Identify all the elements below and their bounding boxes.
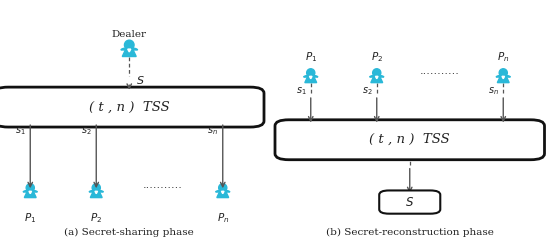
Ellipse shape [124,40,134,50]
Text: $s_{1}$: $s_{1}$ [15,125,26,136]
Text: (b) Secret-reconstruction phase: (b) Secret-reconstruction phase [326,228,494,237]
FancyBboxPatch shape [275,120,544,160]
Ellipse shape [26,184,34,192]
Polygon shape [222,191,224,194]
Text: ...........: ........... [420,66,460,76]
Text: $s_{n}$: $s_{n}$ [488,86,499,97]
Text: $S$: $S$ [136,74,145,86]
Text: $s_{2}$: $s_{2}$ [362,86,372,97]
Ellipse shape [92,184,100,192]
Polygon shape [502,76,504,79]
Polygon shape [305,77,317,83]
Text: $s_{n}$: $s_{n}$ [207,125,218,136]
Text: $s_{1}$: $s_{1}$ [296,86,306,97]
Text: Select $t$ from $n$: Select $t$ from $n$ [393,125,468,139]
Polygon shape [95,191,97,194]
Text: ( t , n )  TSS: ( t , n ) TSS [370,133,450,146]
Polygon shape [304,75,318,77]
Polygon shape [29,191,31,194]
Polygon shape [376,76,378,79]
Text: $s_{2}$: $s_{2}$ [81,125,92,136]
Text: $S$: $S$ [405,196,414,209]
Ellipse shape [219,184,227,192]
Text: ...........: ........... [142,180,182,190]
Text: $P_{2}$: $P_{2}$ [90,211,102,225]
FancyBboxPatch shape [0,87,264,127]
Polygon shape [90,192,102,197]
Polygon shape [496,75,510,77]
Polygon shape [310,76,312,79]
Polygon shape [121,48,138,50]
Text: Dealer: Dealer [112,30,147,39]
Text: $P_{n}$: $P_{n}$ [497,50,509,64]
Polygon shape [128,49,131,52]
Polygon shape [122,50,136,56]
Polygon shape [23,190,37,192]
Text: $P_{n}$: $P_{n}$ [217,211,229,225]
Polygon shape [216,190,230,192]
Polygon shape [89,190,103,192]
FancyBboxPatch shape [379,190,440,214]
Polygon shape [24,192,36,197]
Ellipse shape [373,69,381,77]
Text: $P_{1}$: $P_{1}$ [305,50,317,64]
Ellipse shape [499,69,507,77]
Polygon shape [370,75,384,77]
Polygon shape [371,77,383,83]
Polygon shape [217,192,229,197]
Text: ( t , n )  TSS: ( t , n ) TSS [89,101,169,113]
Text: $P_{2}$: $P_{2}$ [371,50,383,64]
Text: $P_{1}$: $P_{1}$ [24,211,36,225]
Text: (a) Secret-sharing phase: (a) Secret-sharing phase [64,228,194,237]
Polygon shape [497,77,509,83]
Ellipse shape [307,69,315,77]
